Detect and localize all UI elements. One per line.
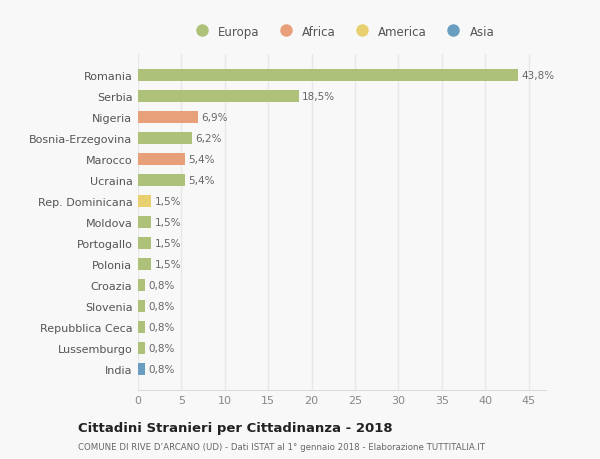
Bar <box>138 322 145 333</box>
Bar <box>138 154 185 166</box>
Bar <box>138 280 145 291</box>
Text: 6,9%: 6,9% <box>202 113 228 123</box>
Text: 0,8%: 0,8% <box>148 302 175 311</box>
Legend: Europa, Africa, America, Asia: Europa, Africa, America, Asia <box>185 21 499 43</box>
Bar <box>138 301 145 312</box>
Text: COMUNE DI RIVE D’ARCANO (UD) - Dati ISTAT al 1° gennaio 2018 - Elaborazione TUTT: COMUNE DI RIVE D’ARCANO (UD) - Dati ISTA… <box>78 442 485 451</box>
Text: 0,8%: 0,8% <box>148 364 175 374</box>
Bar <box>138 175 185 186</box>
Text: 1,5%: 1,5% <box>154 197 181 207</box>
Text: 1,5%: 1,5% <box>154 218 181 228</box>
Text: 0,8%: 0,8% <box>148 343 175 353</box>
Bar <box>138 112 198 123</box>
Bar <box>138 364 145 375</box>
Text: 5,4%: 5,4% <box>188 176 215 186</box>
Bar <box>138 238 151 249</box>
Text: 18,5%: 18,5% <box>302 92 335 102</box>
Text: 6,2%: 6,2% <box>195 134 222 144</box>
Bar <box>138 70 518 82</box>
Bar <box>138 217 151 229</box>
Text: 0,8%: 0,8% <box>148 322 175 332</box>
Bar <box>138 342 145 354</box>
Text: 1,5%: 1,5% <box>154 239 181 248</box>
Text: 1,5%: 1,5% <box>154 259 181 269</box>
Text: 5,4%: 5,4% <box>188 155 215 165</box>
Text: 43,8%: 43,8% <box>521 71 555 81</box>
Bar <box>138 259 151 270</box>
Bar <box>138 91 299 103</box>
Bar <box>138 133 192 145</box>
Text: Cittadini Stranieri per Cittadinanza - 2018: Cittadini Stranieri per Cittadinanza - 2… <box>78 421 392 434</box>
Bar <box>138 196 151 207</box>
Text: 0,8%: 0,8% <box>148 280 175 291</box>
